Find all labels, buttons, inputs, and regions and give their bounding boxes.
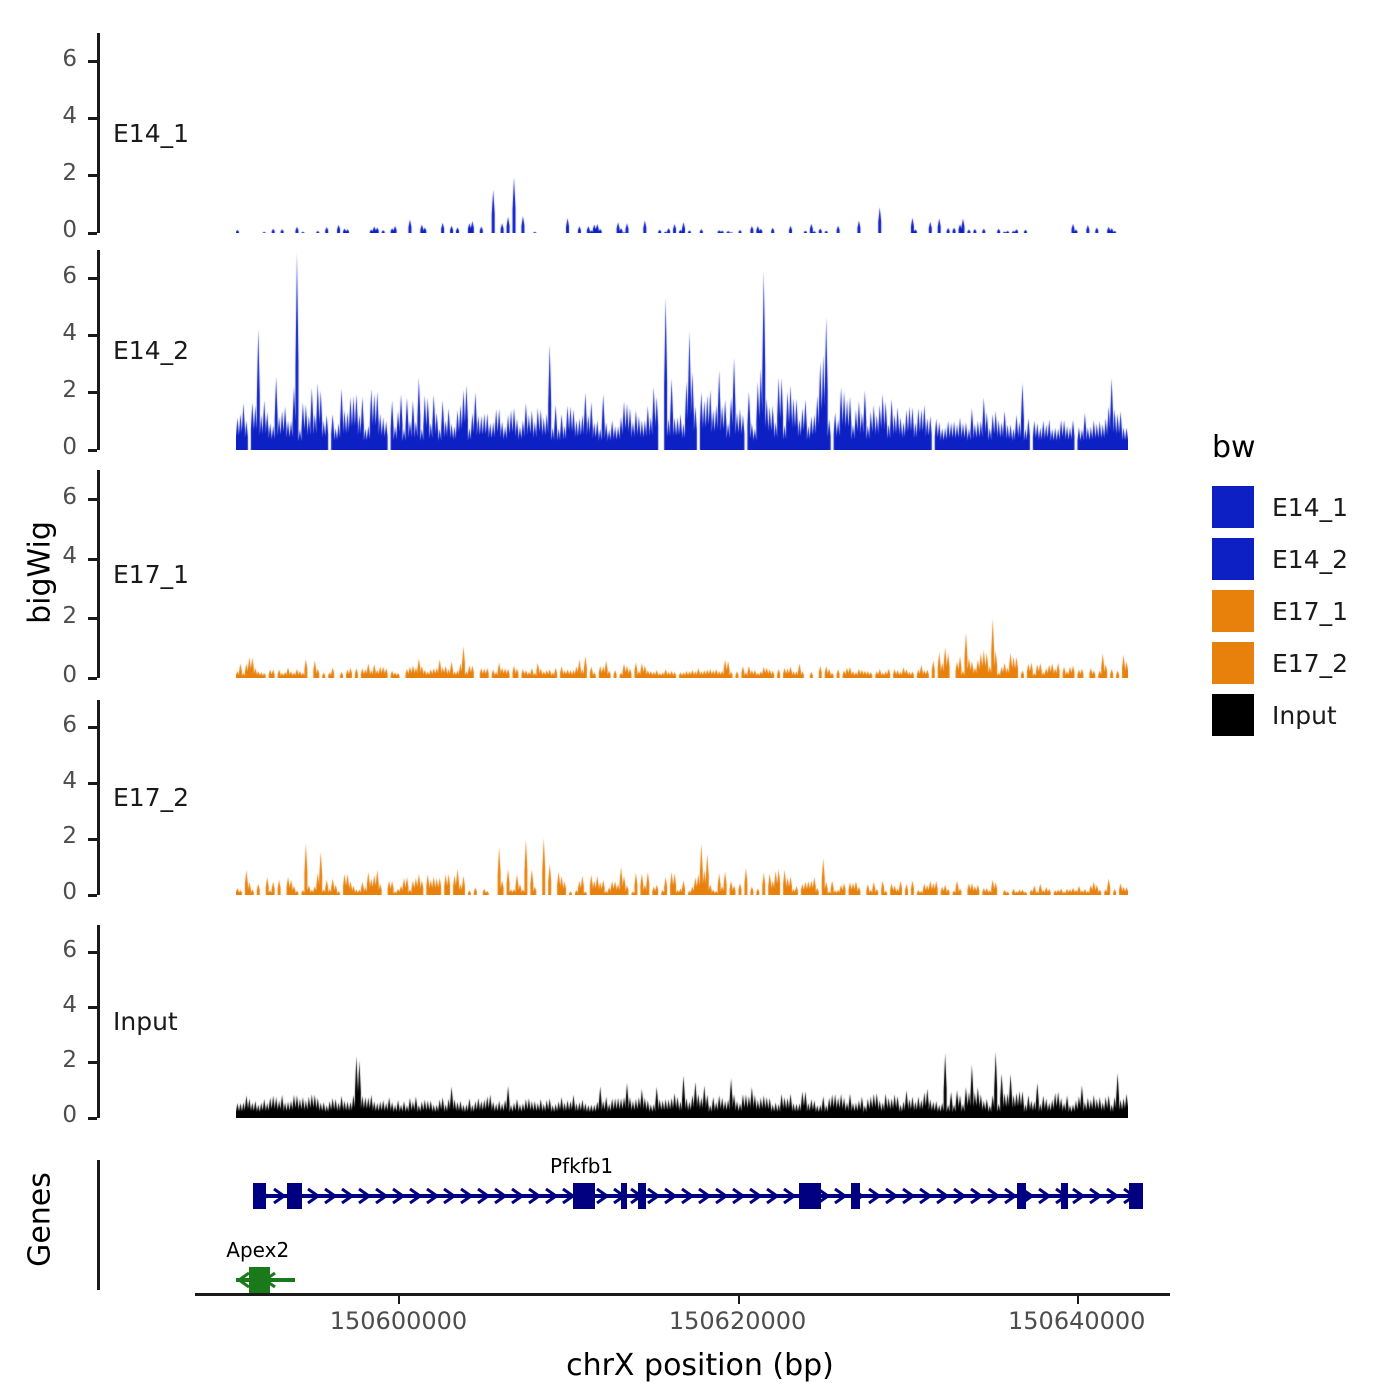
track-label-e14_2: E14_2 <box>113 335 190 365</box>
y-axis-tick-label: 6 <box>62 483 77 510</box>
legend-label: E14_1 <box>1272 492 1349 522</box>
gene-exon <box>637 1183 647 1209</box>
y-axis-tick-label: 2 <box>62 1046 77 1073</box>
y-axis-tick-label: 0 <box>62 662 77 688</box>
y-axis-tick <box>88 448 97 452</box>
track-label-input: Input <box>113 1007 178 1037</box>
y-axis-tick-label: 4 <box>62 991 77 1018</box>
y-axis-tick <box>88 277 97 281</box>
track-label-e17_1: E17_1 <box>113 559 190 589</box>
y-axis-tick <box>88 60 97 64</box>
y-axis-tick <box>88 174 97 178</box>
signal-track-e14_2 <box>236 250 1128 450</box>
y-axis-tick-label: 2 <box>62 376 77 403</box>
legend-label: E17_1 <box>1272 596 1349 626</box>
track-label-e17_2: E17_2 <box>113 783 190 813</box>
x-axis-tick <box>1076 1296 1079 1304</box>
x-axis-tick <box>737 1296 740 1304</box>
y-axis-tick-label: 0 <box>62 879 77 905</box>
y-axis-tick <box>88 1061 97 1065</box>
legend-swatch-e14_1 <box>1212 486 1254 528</box>
y-axis-tick <box>88 676 97 680</box>
y-axis-tick-label: 4 <box>62 543 77 570</box>
gene-exon <box>1017 1183 1026 1209</box>
y-axis-tick <box>88 951 97 955</box>
legend-item-e14_2[interactable]: E14_2 <box>1212 538 1348 580</box>
legend-title: bw <box>1212 430 1256 465</box>
gene-exon <box>1061 1183 1069 1209</box>
y-axis-tick-label: 0 <box>62 434 77 460</box>
x-axis-tick-label: 150600000 <box>329 1307 468 1335</box>
y-axis-tick-label: 0 <box>62 217 77 243</box>
x-axis-tick <box>398 1296 401 1304</box>
y-axis-tick <box>88 334 97 338</box>
y-axis-tick <box>88 117 97 121</box>
y-axis-tick-label: 6 <box>62 936 77 963</box>
y-axis-tick-label: 2 <box>62 823 77 850</box>
y-axis-tick-label: 2 <box>62 602 77 629</box>
y-axis-title-genes: Genes <box>22 1172 58 1267</box>
y-axis-tick-label: 2 <box>62 159 77 186</box>
y-axis-tick-label: 4 <box>62 102 77 129</box>
y-axis-tick <box>88 893 97 897</box>
y-axis-tick <box>88 231 97 235</box>
gene-backbone <box>254 1194 1142 1198</box>
legend-item-e17_2[interactable]: E17_2 <box>1212 642 1348 684</box>
gene-exon <box>252 1183 267 1209</box>
legend-swatch-e14_2 <box>1212 538 1254 580</box>
gene-exon <box>286 1183 302 1209</box>
y-axis-spine <box>97 700 100 895</box>
gene-exon <box>798 1183 821 1209</box>
y-axis-tick-label: 6 <box>62 262 77 289</box>
track-label-e14_1: E14_1 <box>113 118 190 148</box>
y-axis-tick <box>88 1006 97 1010</box>
legend-item-input[interactable]: Input <box>1212 694 1337 736</box>
y-axis-tick-label: 4 <box>62 767 77 794</box>
x-axis-tick-label: 150640000 <box>1008 1307 1146 1335</box>
gene-strand-arrows <box>256 1187 1137 1205</box>
legend-swatch-e17_1 <box>1212 590 1254 632</box>
signal-track-e14_1 <box>236 33 1128 233</box>
y-axis-tick <box>88 726 97 730</box>
gene-label-pfkfb1: Pfkfb1 <box>550 1154 614 1178</box>
y-axis-tick <box>88 837 97 841</box>
y-axis-spine <box>97 470 100 678</box>
y-axis-tick <box>88 498 97 502</box>
y-axis-spine <box>97 925 100 1118</box>
gene-exon <box>620 1183 628 1209</box>
y-axis-tick <box>88 391 97 395</box>
legend-swatch-input <box>1212 694 1254 736</box>
signal-track-e17_1 <box>236 470 1128 678</box>
legend-item-e17_1[interactable]: E17_1 <box>1212 590 1348 632</box>
signal-track-input <box>236 925 1128 1118</box>
gene-exon <box>573 1183 596 1209</box>
legend-label: E17_2 <box>1272 648 1349 678</box>
y-axis-spine <box>97 33 100 233</box>
x-axis-title: chrX position (bp) <box>566 1348 834 1383</box>
y-axis-tick <box>88 782 97 786</box>
y-axis-spine <box>97 250 100 450</box>
y-axis-tick-label: 4 <box>62 319 77 346</box>
gene-exon <box>851 1183 860 1209</box>
y-axis-tick <box>88 617 97 621</box>
y-axis-tick-label: 6 <box>62 45 77 72</box>
y-axis-tick <box>88 557 97 561</box>
gene-label-apex2: Apex2 <box>226 1238 290 1262</box>
y-axis-tick-label: 0 <box>62 1102 77 1128</box>
genes-axis-spine <box>97 1160 100 1290</box>
legend-item-e14_1[interactable]: E14_1 <box>1212 486 1348 528</box>
y-axis-tick <box>88 1116 97 1120</box>
legend-label: Input <box>1272 700 1337 730</box>
x-axis-tick-label: 150620000 <box>668 1307 807 1335</box>
gene-exon <box>249 1267 270 1293</box>
signal-track-e17_2 <box>236 700 1128 895</box>
legend-label: E14_2 <box>1272 544 1349 574</box>
gene-exon <box>1129 1183 1143 1209</box>
legend-swatch-e17_2 <box>1212 642 1254 684</box>
y-axis-tick-label: 6 <box>62 711 77 738</box>
x-axis-line <box>195 1293 1170 1296</box>
